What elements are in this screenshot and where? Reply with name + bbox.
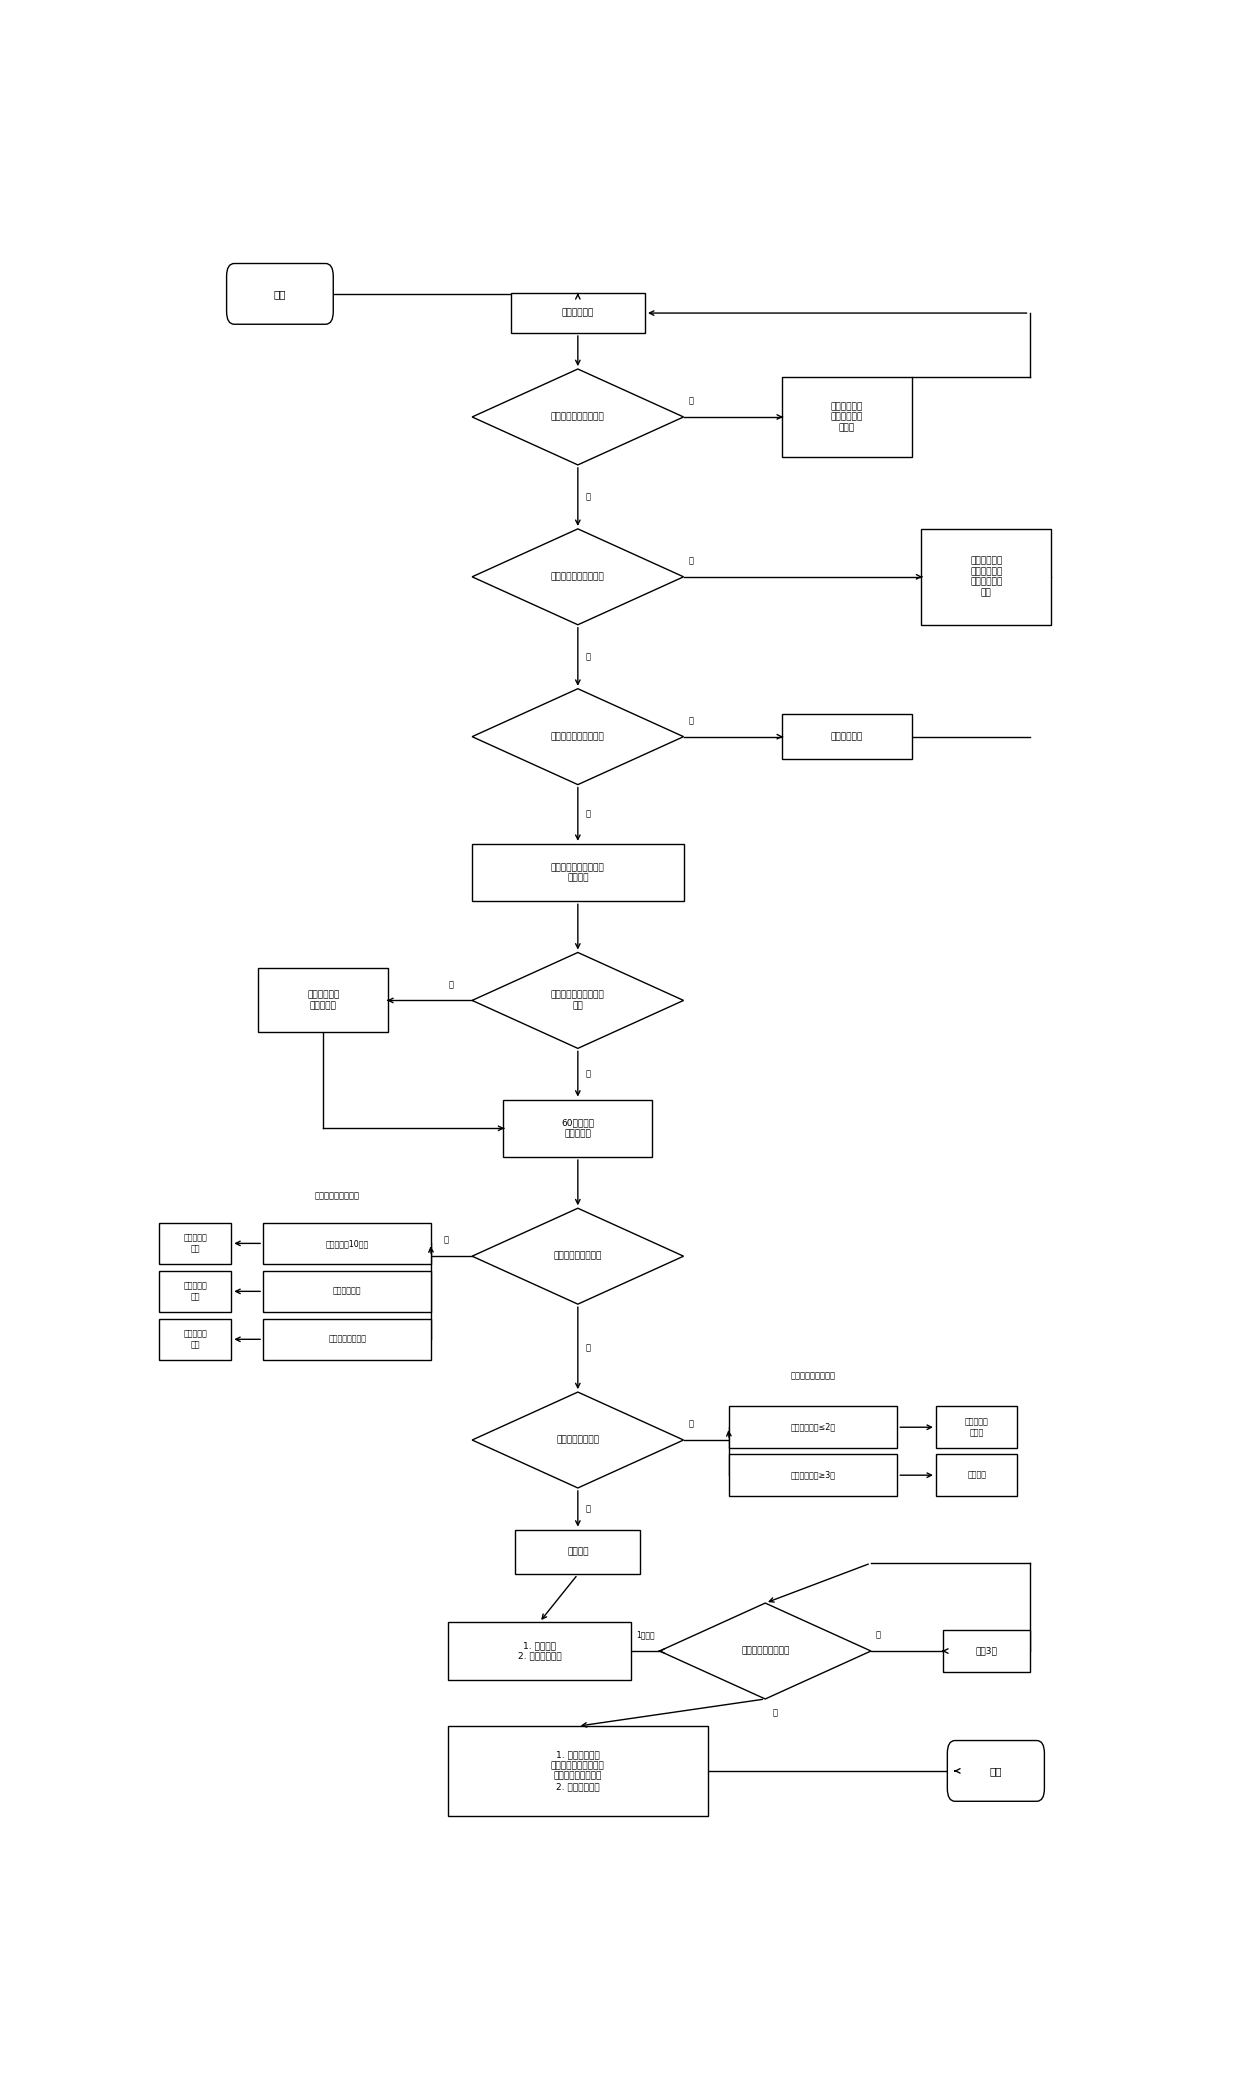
Text: 开始: 开始 xyxy=(274,289,286,299)
Text: 是: 是 xyxy=(585,810,590,818)
Text: 充值金额超过单笔限额: 充值金额超过单笔限额 xyxy=(551,733,605,741)
Text: 否: 否 xyxy=(688,716,693,725)
FancyBboxPatch shape xyxy=(516,1530,640,1574)
Text: 银行卡余额是否充足: 银行卡余额是否充足 xyxy=(742,1646,790,1655)
FancyBboxPatch shape xyxy=(472,843,683,901)
Text: 否: 否 xyxy=(585,1069,590,1077)
FancyBboxPatch shape xyxy=(448,1621,631,1679)
Text: 验证码不正确: 验证码不正确 xyxy=(334,1287,361,1295)
Text: 验证码不是系统的: 验证码不是系统的 xyxy=(329,1335,366,1343)
Text: 申请失败: 申请失败 xyxy=(967,1470,986,1480)
Text: 1. 计入充值明细
扣款成功笔数及金额，
扣款失败笔数及金额
2. 发送短信消息: 1. 计入充值明细 扣款成功笔数及金额， 扣款失败笔数及金额 2. 发送短信消息 xyxy=(551,1750,605,1792)
FancyBboxPatch shape xyxy=(258,967,388,1032)
FancyBboxPatch shape xyxy=(782,378,911,457)
Text: 是: 是 xyxy=(688,556,693,565)
Text: 返回验证码
错误: 返回验证码 错误 xyxy=(184,1281,207,1302)
FancyBboxPatch shape xyxy=(159,1223,232,1264)
Text: 判断合算，循环重复: 判断合算，循环重复 xyxy=(791,1372,836,1381)
Text: 验证码超过10分钟: 验证码超过10分钟 xyxy=(326,1239,368,1248)
FancyBboxPatch shape xyxy=(503,1100,652,1156)
Polygon shape xyxy=(472,1393,683,1488)
Text: 是: 是 xyxy=(585,1505,590,1513)
Text: 是否首次大额充值多笔
扣款: 是否首次大额充值多笔 扣款 xyxy=(551,990,605,1011)
FancyBboxPatch shape xyxy=(159,1271,232,1312)
Text: 系统开启大额充值多笔
扣款服务: 系统开启大额充值多笔 扣款服务 xyxy=(551,864,605,882)
Polygon shape xyxy=(472,689,683,785)
Text: 执行一次充值: 执行一次充值 xyxy=(831,733,863,741)
FancyBboxPatch shape xyxy=(729,1455,898,1497)
Polygon shape xyxy=(472,529,683,625)
Text: 否: 否 xyxy=(585,492,590,502)
FancyBboxPatch shape xyxy=(729,1405,898,1449)
FancyBboxPatch shape xyxy=(159,1318,232,1360)
FancyBboxPatch shape xyxy=(921,529,1052,625)
Text: 否: 否 xyxy=(443,1235,448,1246)
FancyBboxPatch shape xyxy=(947,1740,1044,1802)
Text: 重试3次: 重试3次 xyxy=(976,1646,997,1655)
Text: 是: 是 xyxy=(773,1709,777,1717)
Text: 1小时后: 1小时后 xyxy=(636,1630,655,1640)
FancyBboxPatch shape xyxy=(942,1630,1029,1671)
Text: 交易密码是否正常: 交易密码是否正常 xyxy=(557,1435,599,1445)
Text: 申请成功: 申请成功 xyxy=(567,1547,589,1557)
Polygon shape xyxy=(472,953,683,1048)
Text: 大额充值的引
导及签约页: 大额充值的引 导及签约页 xyxy=(308,990,340,1011)
Text: 通知交易密
码错误: 通知交易密 码错误 xyxy=(965,1418,988,1437)
Text: 结束: 结束 xyxy=(990,1767,1002,1775)
FancyBboxPatch shape xyxy=(263,1318,432,1360)
Text: 是: 是 xyxy=(585,1343,590,1354)
Text: 是否正在处理大额充值: 是否正在处理大额充值 xyxy=(551,573,605,581)
Text: 现在验证码是否正确: 现在验证码是否正确 xyxy=(553,1252,603,1260)
Text: 否: 否 xyxy=(585,652,590,662)
FancyBboxPatch shape xyxy=(936,1405,1018,1449)
Text: 输入充值金额: 输入充值金额 xyxy=(562,309,594,318)
FancyBboxPatch shape xyxy=(263,1271,432,1312)
Text: 返回验证码
超时: 返回验证码 超时 xyxy=(184,1233,207,1254)
Text: 1. 开始扣款
2. 发送短信消息: 1. 开始扣款 2. 发送短信消息 xyxy=(517,1642,562,1661)
FancyBboxPatch shape xyxy=(782,714,911,760)
Text: 充值金额超过单日限额: 充值金额超过单日限额 xyxy=(551,413,605,421)
Text: 是: 是 xyxy=(688,397,693,405)
Text: 60分钟等执
行多次充值: 60分钟等执 行多次充值 xyxy=(562,1119,594,1138)
Polygon shape xyxy=(472,370,683,465)
FancyBboxPatch shape xyxy=(448,1725,708,1816)
Text: 交易密码错误≥3次: 交易密码错误≥3次 xyxy=(791,1470,836,1480)
Text: 判断合算，循环重复: 判断合算，循环重复 xyxy=(315,1192,360,1200)
Text: 提醒显示：正
在处理多笔扣
款，请稍后后
再试: 提醒显示：正 在处理多笔扣 款，请稍后后 再试 xyxy=(970,556,1002,598)
FancyBboxPatch shape xyxy=(936,1455,1018,1497)
Text: 是: 是 xyxy=(448,980,453,988)
Text: 返回验证码
超时: 返回验证码 超时 xyxy=(184,1329,207,1349)
Text: 交易密码错误≤2次: 交易密码错误≤2次 xyxy=(791,1422,836,1432)
FancyBboxPatch shape xyxy=(511,293,645,332)
Text: 否: 否 xyxy=(875,1630,880,1640)
Polygon shape xyxy=(660,1603,870,1698)
Text: 提醒显示：充
值金额超过单
日限额: 提醒显示：充 值金额超过单 日限额 xyxy=(831,403,863,432)
Text: 否: 否 xyxy=(688,1420,693,1428)
Polygon shape xyxy=(472,1208,683,1304)
FancyBboxPatch shape xyxy=(263,1223,432,1264)
FancyBboxPatch shape xyxy=(227,264,334,324)
